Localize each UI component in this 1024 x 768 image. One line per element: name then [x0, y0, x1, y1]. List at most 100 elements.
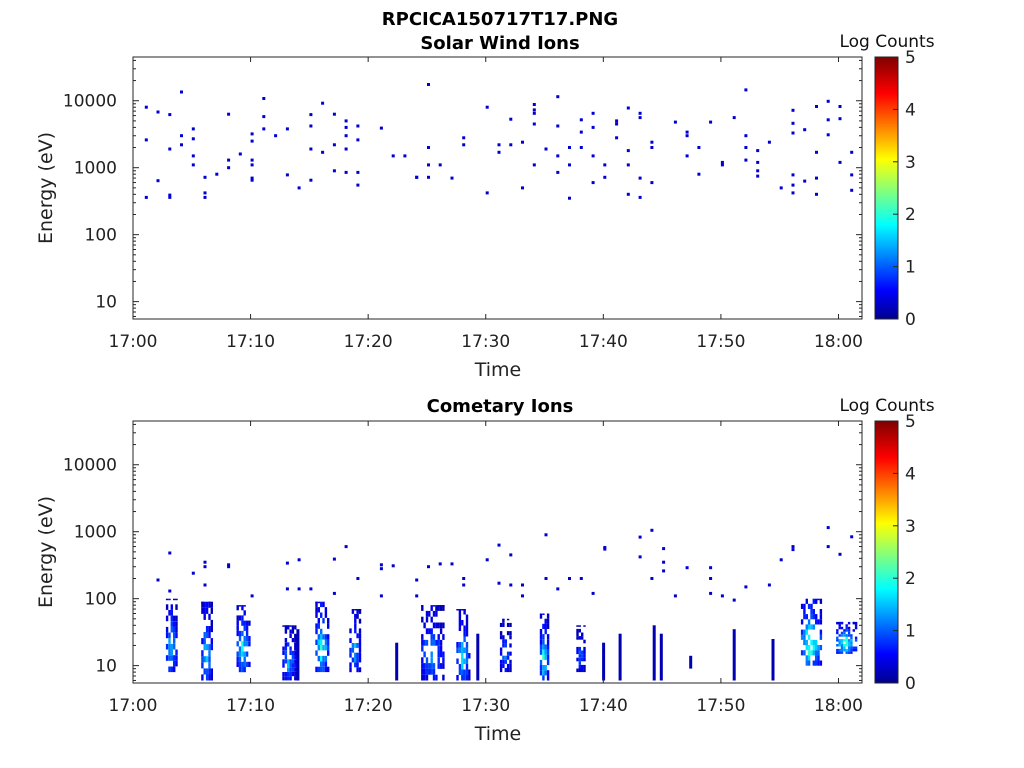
data-point [791, 545, 795, 549]
data-point [838, 117, 842, 121]
data-point [815, 176, 818, 180]
data-point [615, 122, 619, 126]
colorbar [874, 56, 899, 320]
data-point [744, 146, 748, 149]
data-point [180, 134, 183, 138]
data-point [732, 598, 736, 602]
data-point [297, 186, 301, 190]
colorbar-title: Log Counts [839, 396, 934, 416]
data-point [544, 577, 548, 580]
data-point [638, 555, 642, 559]
data-point [344, 147, 348, 151]
data-point [579, 130, 583, 134]
data-point [144, 138, 148, 142]
data-point [791, 183, 795, 187]
data-point [791, 131, 795, 135]
data-point [168, 193, 172, 197]
panel-title: Cometary Ions [427, 396, 574, 417]
data-point [156, 578, 160, 582]
data-point [544, 533, 548, 537]
data-point [521, 186, 524, 190]
data-point [650, 146, 654, 149]
data-point [203, 583, 207, 587]
spectral-column [476, 633, 480, 681]
data-point [250, 132, 254, 136]
data-point [262, 115, 266, 119]
data-point [168, 551, 172, 555]
data-point [168, 147, 172, 151]
x-tick-label: 17:30 [461, 332, 510, 352]
data-point [591, 125, 595, 129]
data-point [415, 594, 419, 598]
data-point [250, 178, 254, 182]
data-point [532, 103, 536, 106]
data-point [462, 136, 466, 140]
data-point [344, 170, 348, 174]
data-layer [144, 83, 854, 200]
data-point [838, 552, 842, 556]
data-point [756, 169, 760, 173]
data-point [744, 88, 748, 92]
data-point [485, 191, 489, 195]
data-point [826, 545, 830, 549]
spectral-column [296, 629, 300, 681]
x-tick-label: 17:00 [109, 332, 158, 352]
data-point [356, 170, 360, 174]
data-point [615, 119, 619, 123]
x-tick-label: 18:00 [814, 696, 863, 716]
data-point [509, 583, 513, 587]
data-point [850, 535, 854, 539]
data-point [850, 150, 854, 154]
data-point [767, 583, 771, 587]
data-point [427, 175, 430, 179]
y-tick-label: 10 [95, 293, 117, 313]
data-point [344, 134, 348, 138]
data-point [650, 140, 654, 144]
data-point [826, 526, 830, 530]
data-point [556, 587, 560, 591]
data-point [427, 146, 430, 149]
colorbar-tick-label: 1 [905, 258, 916, 278]
data-point [838, 160, 842, 164]
y-tick-label: 1000 [74, 523, 117, 543]
data-point [344, 125, 348, 129]
data-point [803, 128, 807, 132]
panel-cometary: Cometary Ions 17:00 17:10 17:20 17:30 17:40 1… [35, 396, 935, 745]
data-point [709, 566, 713, 570]
data-point [332, 143, 336, 147]
data-point [356, 138, 360, 142]
data-point [250, 176, 254, 180]
data-point [850, 173, 854, 177]
data-point [497, 143, 501, 147]
plot-frame [132, 56, 863, 320]
data-point [603, 163, 607, 167]
data-point [579, 118, 583, 122]
ion-burst [539, 613, 550, 681]
data-point [756, 174, 760, 178]
data-point [650, 528, 654, 532]
axis-ticks: 17:00 17:10 17:20 17:30 17:40 17:50 18:00 10 100… [63, 421, 863, 716]
data-point [744, 585, 748, 589]
axis-ticks: 17:00 17:10 17:20 17:30 17:40 17:50 18:00 10 100… [63, 57, 863, 352]
y-tick-label: 10000 [63, 92, 117, 112]
x-axis-label: Time [474, 359, 522, 381]
data-point [509, 143, 513, 147]
data-point [544, 147, 548, 151]
data-point [638, 116, 642, 120]
data-point [427, 163, 430, 167]
data-point [591, 181, 595, 185]
panel-solar-wind: Solar Wind Ions 17:00 17:10 17:20 17:30 17:4… [35, 32, 935, 381]
data-point [756, 149, 760, 153]
data-point [662, 560, 666, 564]
data-point [285, 561, 289, 565]
ion-burst [349, 609, 362, 673]
data-point [626, 163, 630, 167]
data-point [509, 553, 513, 557]
data-point [309, 113, 313, 117]
data-point [815, 192, 818, 196]
data-point [238, 152, 242, 156]
data-point [509, 117, 513, 121]
data-point [626, 149, 630, 153]
data-point [673, 120, 677, 124]
data-point [391, 564, 395, 568]
